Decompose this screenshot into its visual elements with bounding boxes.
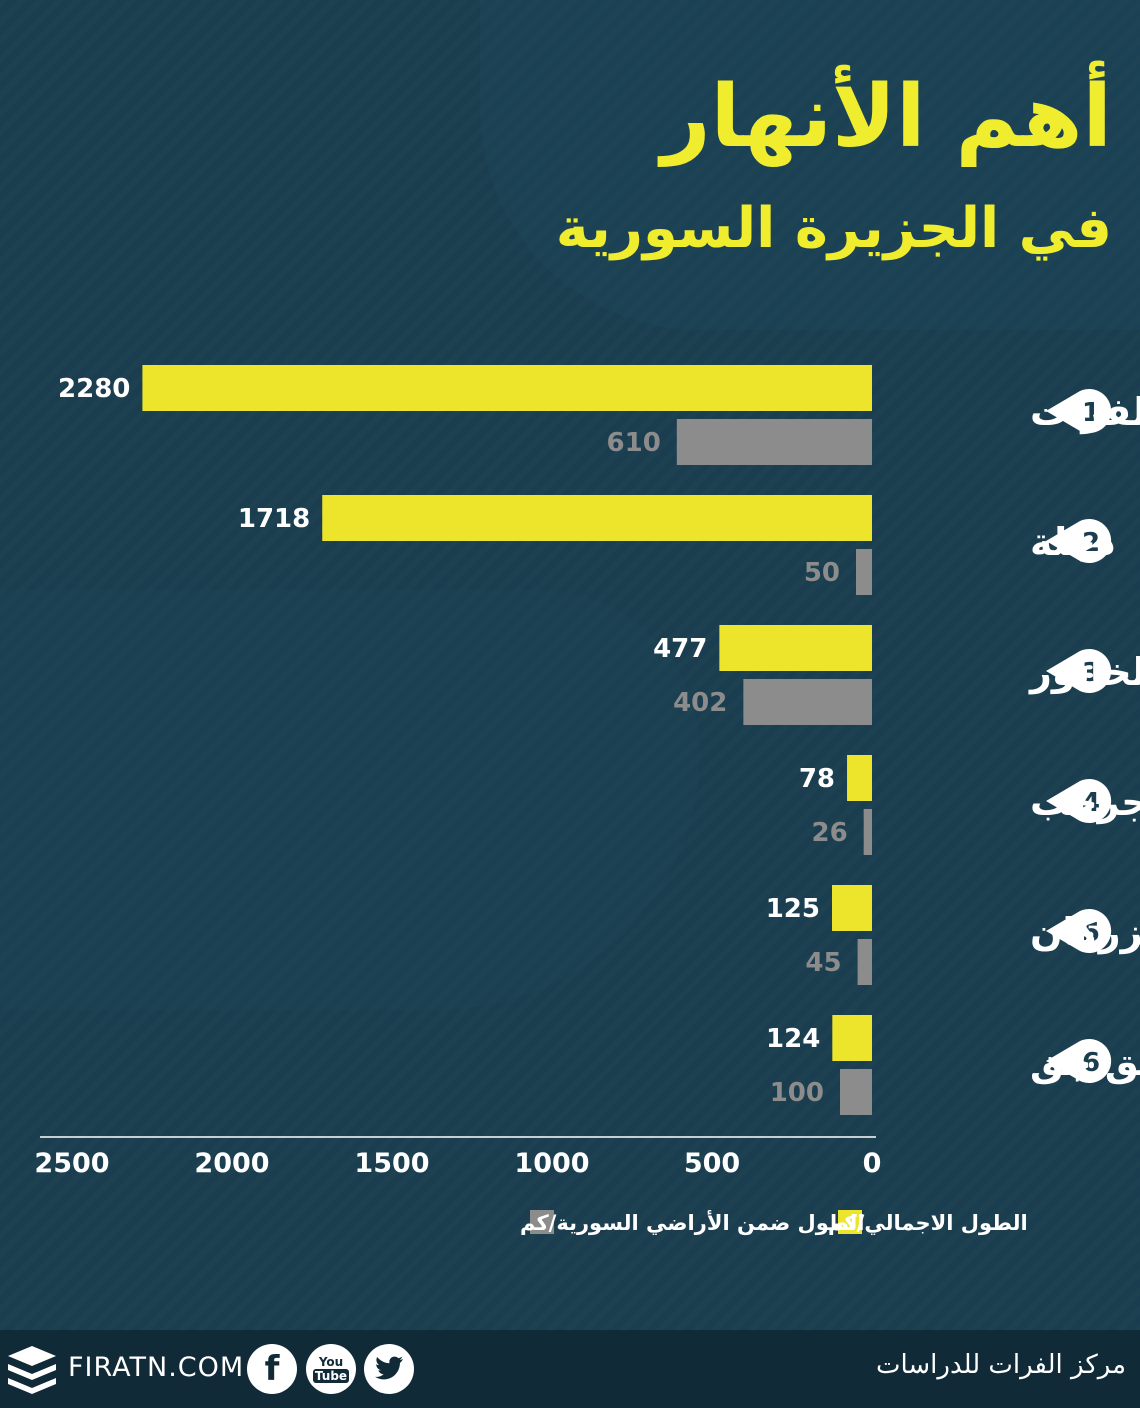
data-label-syria: 50 xyxy=(804,558,840,588)
bar-chart: 22806101الفرات1718502دجلة4774023الخابور7… xyxy=(34,365,1140,1235)
x-tick-label: 1500 xyxy=(354,1148,429,1179)
facebook-icon[interactable]: f xyxy=(247,1344,297,1394)
data-label-total: 2280 xyxy=(58,374,130,404)
bar-syria xyxy=(743,679,872,725)
rank-number: 1 xyxy=(1082,398,1100,428)
rank-number: 6 xyxy=(1082,1048,1100,1078)
bar-syria xyxy=(856,549,872,595)
legend-swatch-syria xyxy=(530,1210,554,1234)
bar-syria xyxy=(863,809,872,855)
legend-label-total: الطول الاجمالي/كم xyxy=(828,1211,1028,1235)
bar-total xyxy=(832,1015,872,1061)
category-label: الجرجب xyxy=(1030,780,1140,824)
rank-number: 3 xyxy=(1082,658,1100,688)
data-label-total: 1718 xyxy=(238,504,310,534)
bar-syria xyxy=(840,1069,872,1115)
x-tick-label: 1000 xyxy=(514,1148,589,1179)
bar-total xyxy=(142,365,872,411)
data-label-total: 78 xyxy=(799,764,835,794)
data-label-total: 477 xyxy=(653,634,707,664)
legend-label-syria: الطول ضمن الأراضي السورية/كم xyxy=(520,1209,864,1235)
facebook-glyph: f xyxy=(264,1349,280,1389)
youtube-label-top: You xyxy=(318,1355,344,1369)
rank-marker xyxy=(1046,909,1112,953)
category-label: الفرات xyxy=(1030,390,1140,434)
category-label: الزركان xyxy=(1030,910,1140,954)
rank-number: 2 xyxy=(1082,528,1100,558)
page-title: أهم الأنهار xyxy=(661,67,1112,167)
category-label: الجق جق xyxy=(1030,1040,1140,1084)
data-label-syria: 26 xyxy=(811,818,847,848)
youtube-icon[interactable]: You Tube xyxy=(306,1344,356,1394)
website-link[interactable]: FIRATN.COM xyxy=(68,1352,245,1383)
page-subtitle: في الجزيرة السورية xyxy=(555,196,1112,261)
x-tick-label: 500 xyxy=(684,1148,740,1179)
category-label: دجلة xyxy=(1030,520,1115,564)
rank-number: 5 xyxy=(1082,918,1100,948)
data-label-total: 124 xyxy=(766,1024,820,1054)
x-tick-label: 2500 xyxy=(34,1148,109,1179)
bar-syria xyxy=(676,419,872,465)
map-silhouette xyxy=(480,0,1140,330)
organization-name: مركز الفرات للدراسات xyxy=(875,1350,1126,1380)
rank-number: 4 xyxy=(1082,788,1100,818)
x-tick-label: 0 xyxy=(863,1148,882,1179)
bar-total xyxy=(832,885,872,931)
firat-logo-icon xyxy=(8,1346,56,1394)
twitter-bird-icon xyxy=(375,1356,403,1380)
x-tick-label: 2000 xyxy=(194,1148,269,1179)
data-label-total: 125 xyxy=(766,894,820,924)
landscape-photo-overlay xyxy=(0,590,700,1010)
category-label: الخابور xyxy=(1028,650,1140,694)
rank-marker xyxy=(1046,649,1112,693)
data-label-syria: 402 xyxy=(673,688,727,718)
data-label-syria: 45 xyxy=(805,948,841,978)
bar-syria xyxy=(857,939,872,985)
bar-total xyxy=(322,495,872,541)
rank-marker xyxy=(1046,518,1112,563)
rank-marker xyxy=(1046,389,1112,434)
rank-marker xyxy=(1046,1039,1112,1083)
twitter-icon[interactable] xyxy=(364,1344,414,1394)
data-label-syria: 100 xyxy=(770,1078,824,1108)
bar-total xyxy=(847,755,872,801)
legend-swatch-total xyxy=(838,1210,862,1234)
bar-total xyxy=(719,625,872,671)
data-label-syria: 610 xyxy=(607,428,661,458)
rank-marker xyxy=(1046,779,1112,824)
youtube-label-bottom: Tube xyxy=(312,1369,350,1383)
footer-bar: FIRATN.COM f You Tube مركز الفرات للدراس… xyxy=(0,1330,1140,1408)
